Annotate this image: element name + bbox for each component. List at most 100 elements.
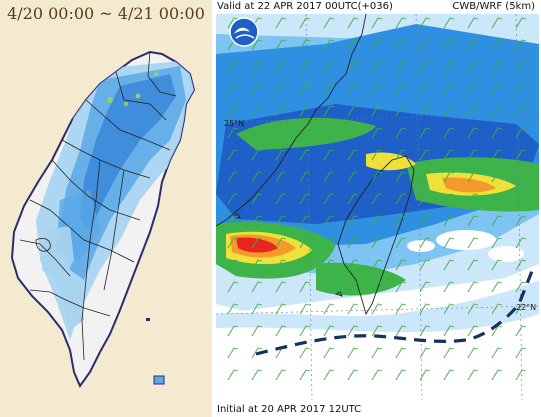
wind-barb: [419, 171, 431, 183]
observed-rainfall-panel: 4/20 00:00 ~ 4/21 00:00: [0, 0, 212, 417]
green-island: [146, 318, 150, 321]
wind-barb: [299, 17, 311, 29]
wind-barb: [299, 193, 311, 205]
wind-barb: [323, 105, 335, 117]
wind-barb: [251, 171, 263, 183]
wind-barb: [515, 281, 527, 293]
wind-barb: [347, 303, 359, 315]
wind-barb: [371, 369, 383, 381]
rainfall-period-title: 4/20 00:00 ~ 4/21 00:00: [7, 4, 205, 23]
wind-barb: [251, 149, 263, 161]
wind-barb: [251, 83, 263, 95]
wind-barb: [251, 215, 263, 227]
wind-barb: [275, 39, 287, 51]
wind-barb: [395, 215, 407, 227]
wind-barb: [251, 237, 263, 249]
wind-barb: [371, 215, 383, 227]
wind-barb: [347, 39, 359, 51]
rainfall-shading: [36, 60, 194, 340]
wind-barb: [491, 105, 503, 117]
wind-barb: [371, 61, 383, 73]
wind-barb: [467, 325, 479, 337]
wind-barb: [515, 149, 527, 161]
wind-barb: [443, 83, 455, 95]
wind-barb: [443, 347, 455, 359]
wind-barb: [323, 149, 335, 161]
wind-barb: [347, 237, 359, 249]
wind-barb: [515, 215, 527, 227]
wind-barb: [395, 61, 407, 73]
wind-barb: [251, 369, 263, 381]
wind-barb: [323, 303, 335, 315]
wind-barb: [323, 193, 335, 205]
wind-barb: [323, 17, 335, 29]
wind-barb: [491, 61, 503, 73]
wind-barb: [275, 259, 287, 271]
wind-barb: [323, 281, 335, 293]
wind-barb: [275, 281, 287, 293]
wind-barb: [371, 83, 383, 95]
wind-barb: [275, 61, 287, 73]
wind-barb: [467, 105, 479, 117]
wind-barb: [227, 237, 239, 249]
wind-barb: [467, 171, 479, 183]
wind-barb: [275, 237, 287, 249]
wind-barb: [467, 17, 479, 29]
wind-barb: [299, 369, 311, 381]
wind-barb: [395, 259, 407, 271]
wind-barb: [395, 39, 407, 51]
wind-barb: [515, 237, 527, 249]
wind-barb: [419, 39, 431, 51]
lat-lon-grid: [216, 14, 539, 400]
wind-barb: [299, 127, 311, 139]
initial-time-label: Initial at 20 APR 2017 12UTC: [217, 404, 362, 415]
wind-barb: [227, 303, 239, 315]
wind-barb: [467, 39, 479, 51]
wind-barb: [467, 149, 479, 161]
wind-barb: [443, 171, 455, 183]
lat-label-22n: 22°N: [516, 303, 536, 312]
wind-barb: [491, 347, 503, 359]
wind-barb: [419, 215, 431, 227]
front-line: [255, 265, 536, 356]
wind-barb: [443, 237, 455, 249]
wind-barb: [371, 127, 383, 139]
wind-barb: [515, 259, 527, 271]
wind-barb: [419, 347, 431, 359]
wind-barb: [227, 149, 239, 161]
wind-barb: [347, 61, 359, 73]
wrf-forecast-panel: Valid at 22 APR 2017 00UTC(+036) CWB/WRF…: [214, 0, 541, 417]
wind-barb: [251, 325, 263, 337]
wind-barb: [227, 171, 239, 183]
wind-barb: [251, 105, 263, 117]
wind-barb: [347, 347, 359, 359]
wind-barb: [227, 105, 239, 117]
wind-barb: [419, 259, 431, 271]
wind-barb: [227, 61, 239, 73]
wind-barb: [251, 193, 263, 205]
wind-barb: [371, 193, 383, 205]
wind-barb: [419, 193, 431, 205]
panel-divider: [212, 0, 214, 417]
wind-barb: [491, 193, 503, 205]
wind-barb: [491, 171, 503, 183]
wind-barb: [395, 149, 407, 161]
wind-barb: [371, 171, 383, 183]
wind-barb: [347, 259, 359, 271]
wind-barb: [323, 127, 335, 139]
wind-barb: [515, 127, 527, 139]
wind-barb: [419, 61, 431, 73]
wind-barb: [395, 17, 407, 29]
wind-barb: [443, 281, 455, 293]
wind-barb: [323, 171, 335, 183]
wind-barb: [515, 369, 527, 381]
wind-barb: [515, 39, 527, 51]
wind-barb: [275, 127, 287, 139]
wind-barb: [347, 105, 359, 117]
wind-barb: [371, 105, 383, 117]
wind-barb: [275, 325, 287, 337]
lat-label-25n: 25°N: [224, 119, 244, 128]
wind-barb: [323, 259, 335, 271]
wind-barb: [251, 127, 263, 139]
wind-barb: [443, 39, 455, 51]
